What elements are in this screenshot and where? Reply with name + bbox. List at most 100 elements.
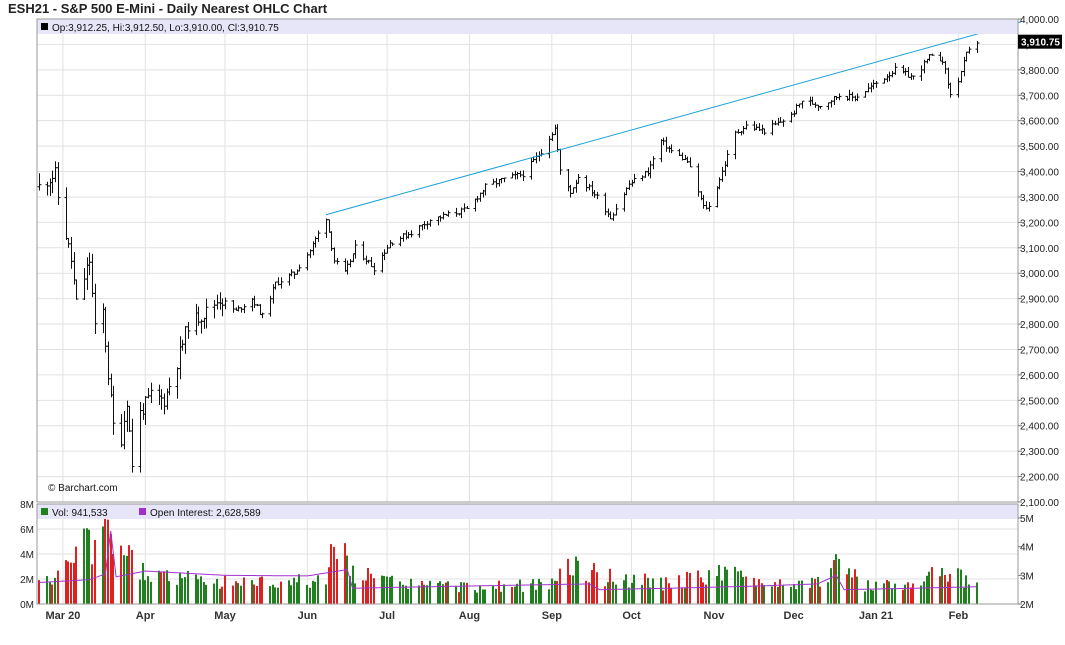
- volume-bar: [498, 580, 500, 604]
- ohlc-bar: [345, 260, 350, 275]
- volume-bar: [718, 564, 720, 604]
- volume-bar: [362, 580, 364, 604]
- ohlc-bar: [361, 241, 366, 261]
- volume-bar: [104, 518, 106, 604]
- ohlc-bar: [919, 65, 924, 81]
- volume-tick-label: 8M: [20, 500, 34, 511]
- volume-bar: [811, 577, 813, 604]
- volume-bar: [492, 585, 494, 604]
- volume-bar: [296, 582, 298, 604]
- ohlc-bar: [773, 120, 778, 126]
- volume-bar: [721, 580, 723, 604]
- volume-bar: [482, 589, 484, 604]
- volume-bar: [429, 580, 431, 604]
- ohlc-bar: [720, 166, 725, 182]
- ohlc-bar: [66, 237, 71, 248]
- month-label: Feb: [949, 610, 969, 622]
- price-tick-label: 3,200.00: [1020, 218, 1059, 229]
- volume-bar: [591, 570, 593, 604]
- ohlc-bar: [930, 53, 935, 56]
- ohlc-bar: [736, 129, 741, 134]
- ohlc-bar: [149, 382, 154, 404]
- volume-bar: [418, 585, 420, 604]
- volume-bar: [623, 580, 625, 604]
- volume-bar: [875, 581, 877, 604]
- ohlc-bar: [959, 70, 964, 83]
- ohlc-bar: [390, 242, 395, 246]
- volume-bar: [848, 568, 850, 604]
- volume-bar: [755, 585, 757, 604]
- volume-bar: [734, 566, 736, 604]
- ohlc-bar: [744, 120, 749, 130]
- volume-bar: [272, 584, 274, 604]
- volume-bar: [782, 585, 784, 604]
- ohlc-bar: [372, 262, 377, 276]
- volume-bar: [166, 570, 168, 604]
- volume-bar: [123, 555, 125, 604]
- ohlc-bar: [398, 236, 403, 247]
- volume-bar: [548, 589, 550, 604]
- month-label: Jun: [298, 610, 318, 622]
- volume-bar: [49, 581, 51, 604]
- volume-bar: [514, 586, 516, 604]
- volume-bar: [386, 576, 388, 604]
- volume-bar: [763, 585, 765, 604]
- volume-bar: [269, 586, 271, 604]
- price-tick-label: 2,300.00: [1020, 447, 1059, 458]
- oi-legend-text: Open Interest: 2,628,589: [150, 508, 261, 519]
- volume-bar: [856, 576, 858, 604]
- volume-bar: [819, 586, 821, 604]
- volume-bar: [365, 580, 367, 604]
- ohlc-bar: [664, 136, 669, 152]
- volume-bar: [290, 585, 292, 604]
- volume-bar: [705, 584, 707, 604]
- volume-bar: [107, 519, 109, 604]
- volume-legend-text: Vol: 941,533: [52, 508, 108, 519]
- volume-bar: [801, 580, 803, 604]
- volume-bar: [793, 584, 795, 604]
- ohlc-bar: [109, 373, 114, 398]
- volume-bar: [883, 583, 885, 604]
- ohlc-bar: [364, 255, 369, 265]
- month-label: Mar 20: [45, 610, 80, 622]
- volume-bar: [904, 584, 906, 604]
- volume-bar: [354, 583, 356, 604]
- ohlc-bar: [832, 96, 837, 105]
- volume-bar: [120, 545, 122, 604]
- volume-bar: [243, 577, 245, 604]
- ohlc-bar: [741, 126, 746, 135]
- ohlc-bar: [855, 93, 860, 102]
- price-bars: [37, 41, 980, 473]
- volume-bar: [572, 575, 574, 604]
- volume-bar: [256, 586, 258, 604]
- price-tick-label: 2,500.00: [1020, 396, 1059, 407]
- ohlc-bar: [608, 211, 613, 220]
- volume-bar: [306, 584, 308, 604]
- ohlc-bar: [127, 405, 132, 432]
- ohlc-bar: [733, 130, 738, 160]
- volume-bar: [593, 563, 595, 604]
- volume-bar: [742, 577, 744, 604]
- ohlc-bar: [826, 102, 831, 110]
- ohlc-bar: [659, 139, 664, 163]
- price-tick-label: 3,800.00: [1020, 66, 1059, 77]
- volume-bar: [221, 586, 223, 604]
- volume-bar: [181, 578, 183, 604]
- ohlc-bar: [438, 215, 443, 222]
- volume-bar: [931, 567, 933, 604]
- ohlc-bar: [212, 300, 217, 319]
- volume-bar: [391, 575, 393, 604]
- ohlc-bar: [587, 183, 592, 191]
- volume-bar: [923, 581, 925, 604]
- ohlc-bar: [87, 252, 92, 276]
- price-tick-label: 2,400.00: [1020, 422, 1059, 433]
- ohlc-bar: [911, 75, 916, 80]
- volume-bar: [184, 577, 186, 604]
- volume-bar: [407, 588, 409, 604]
- ohlc-bar: [502, 177, 507, 183]
- volume-bar: [532, 579, 534, 604]
- ohlc-bar: [167, 377, 172, 396]
- volume-bar: [777, 586, 779, 604]
- ohlc-bar: [781, 119, 786, 127]
- month-label: May: [214, 610, 236, 622]
